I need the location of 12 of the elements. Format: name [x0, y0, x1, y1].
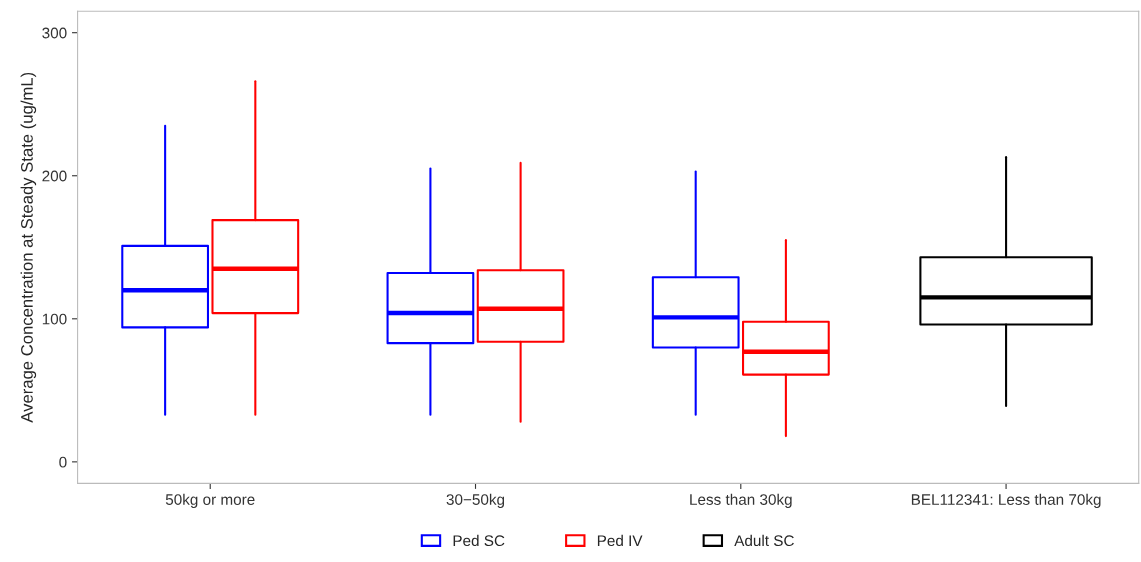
x-tick-label: 50kg or more — [165, 493, 255, 508]
legend-label: Ped IV — [597, 534, 643, 547]
x-tick-label: 30−50kg — [446, 493, 505, 508]
legend-label: Ped SC — [453, 534, 505, 547]
y-tick-label: 300 — [42, 27, 67, 39]
legend-label: Adult SC — [734, 534, 794, 547]
y-axis-title: Average Concentration at Steady State (ug/mL) — [20, 72, 37, 423]
y-tick-label: 0 — [59, 456, 67, 468]
y-tick-label: 200 — [42, 170, 67, 182]
x-tick-label: BEL112341: Less than 70kg — [911, 493, 1101, 508]
x-tick-label: Less than 30kg — [690, 493, 792, 508]
y-tick-label: 100 — [42, 313, 67, 325]
